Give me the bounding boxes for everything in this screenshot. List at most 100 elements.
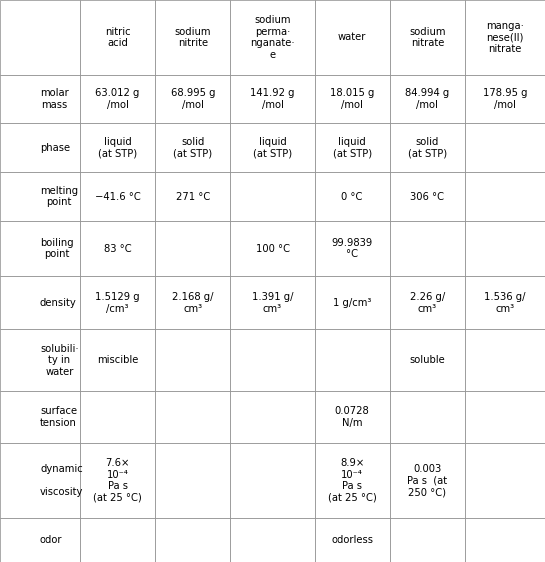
Text: −41.6 °C: −41.6 °C	[95, 192, 141, 202]
Bar	[0, 391, 80, 443]
Bar	[465, 172, 545, 221]
Bar	[314, 443, 390, 518]
Bar	[80, 329, 155, 391]
Bar	[465, 276, 545, 329]
Bar	[390, 329, 465, 391]
Text: miscible: miscible	[97, 355, 138, 365]
Bar	[80, 518, 155, 562]
Bar	[231, 391, 314, 443]
Bar	[80, 221, 155, 276]
Bar	[80, 0, 155, 75]
Bar	[314, 276, 390, 329]
Bar	[80, 443, 155, 518]
Text: surface
tension: surface tension	[40, 406, 77, 428]
Text: 178.95 g
/mol: 178.95 g /mol	[483, 88, 527, 110]
Text: liquid
(at STP): liquid (at STP)	[253, 137, 292, 158]
Bar	[231, 443, 314, 518]
Bar	[314, 172, 390, 221]
Bar	[0, 75, 80, 124]
Text: 100 °C: 100 °C	[256, 243, 289, 253]
Bar	[155, 276, 231, 329]
Bar	[231, 0, 314, 75]
Bar	[465, 443, 545, 518]
Text: 68.995 g
/mol: 68.995 g /mol	[171, 88, 215, 110]
Text: 84.994 g
/mol: 84.994 g /mol	[405, 88, 450, 110]
Bar	[231, 221, 314, 276]
Text: sodium
perma·
nganate·
e: sodium perma· nganate· e	[250, 15, 295, 60]
Bar	[465, 0, 545, 75]
Text: dynamic

viscosity: dynamic viscosity	[40, 464, 83, 497]
Text: nitric
acid: nitric acid	[105, 26, 130, 48]
Bar	[155, 221, 231, 276]
Text: 8.9×
10⁻⁴
Pa s
(at 25 °C): 8.9× 10⁻⁴ Pa s (at 25 °C)	[328, 458, 377, 503]
Bar	[231, 329, 314, 391]
Bar	[390, 221, 465, 276]
Text: odor: odor	[40, 535, 63, 545]
Text: 63.012 g
/mol: 63.012 g /mol	[95, 88, 140, 110]
Text: solid
(at STP): solid (at STP)	[173, 137, 213, 158]
Bar	[390, 518, 465, 562]
Text: solid
(at STP): solid (at STP)	[408, 137, 447, 158]
Text: sodium
nitrate: sodium nitrate	[409, 26, 446, 48]
Text: manga·
nese(II)
nitrate: manga· nese(II) nitrate	[486, 21, 524, 54]
Bar	[231, 518, 314, 562]
Text: 1 g/cm³: 1 g/cm³	[333, 298, 371, 308]
Bar	[465, 391, 545, 443]
Text: 1.536 g/
cm³: 1.536 g/ cm³	[485, 292, 526, 314]
Bar	[465, 221, 545, 276]
Bar	[155, 0, 231, 75]
Bar	[80, 172, 155, 221]
Text: liquid
(at STP): liquid (at STP)	[98, 137, 137, 158]
Bar	[155, 124, 231, 172]
Text: 99.9839
°C: 99.9839 °C	[331, 238, 373, 259]
Text: solubili·
ty in
water: solubili· ty in water	[40, 344, 78, 377]
Text: phase: phase	[40, 143, 70, 153]
Bar	[0, 518, 80, 562]
Text: 83 °C: 83 °C	[104, 243, 131, 253]
Bar	[231, 276, 314, 329]
Text: 306 °C: 306 °C	[410, 192, 444, 202]
Bar	[390, 443, 465, 518]
Bar	[390, 0, 465, 75]
Bar	[314, 329, 390, 391]
Bar	[314, 221, 390, 276]
Bar	[314, 124, 390, 172]
Bar	[390, 172, 465, 221]
Bar	[314, 0, 390, 75]
Text: 0.0728
N/m: 0.0728 N/m	[335, 406, 370, 428]
Bar	[0, 0, 80, 75]
Text: melting
point: melting point	[40, 185, 78, 207]
Text: 141.92 g
/mol: 141.92 g /mol	[250, 88, 295, 110]
Bar	[465, 75, 545, 124]
Bar	[390, 124, 465, 172]
Text: 0.003
Pa s  (at
250 °C): 0.003 Pa s (at 250 °C)	[407, 464, 447, 497]
Bar	[80, 124, 155, 172]
Text: 0 °C: 0 °C	[342, 192, 363, 202]
Bar	[314, 75, 390, 124]
Text: boiling
point: boiling point	[40, 238, 74, 259]
Text: odorless: odorless	[331, 535, 373, 545]
Text: water: water	[338, 33, 366, 42]
Bar	[390, 391, 465, 443]
Text: density: density	[40, 298, 77, 308]
Bar	[465, 518, 545, 562]
Bar	[314, 518, 390, 562]
Text: 1.5129 g
/cm³: 1.5129 g /cm³	[95, 292, 140, 314]
Bar	[0, 124, 80, 172]
Bar	[314, 391, 390, 443]
Bar	[0, 172, 80, 221]
Text: liquid
(at STP): liquid (at STP)	[332, 137, 372, 158]
Text: 18.015 g
/mol: 18.015 g /mol	[330, 88, 374, 110]
Text: 271 °C: 271 °C	[175, 192, 210, 202]
Bar	[465, 124, 545, 172]
Text: 2.168 g/
cm³: 2.168 g/ cm³	[172, 292, 214, 314]
Bar	[390, 276, 465, 329]
Bar	[155, 391, 231, 443]
Bar	[231, 75, 314, 124]
Bar	[0, 276, 80, 329]
Bar	[80, 276, 155, 329]
Bar	[465, 329, 545, 391]
Bar	[390, 75, 465, 124]
Bar	[155, 518, 231, 562]
Bar	[231, 172, 314, 221]
